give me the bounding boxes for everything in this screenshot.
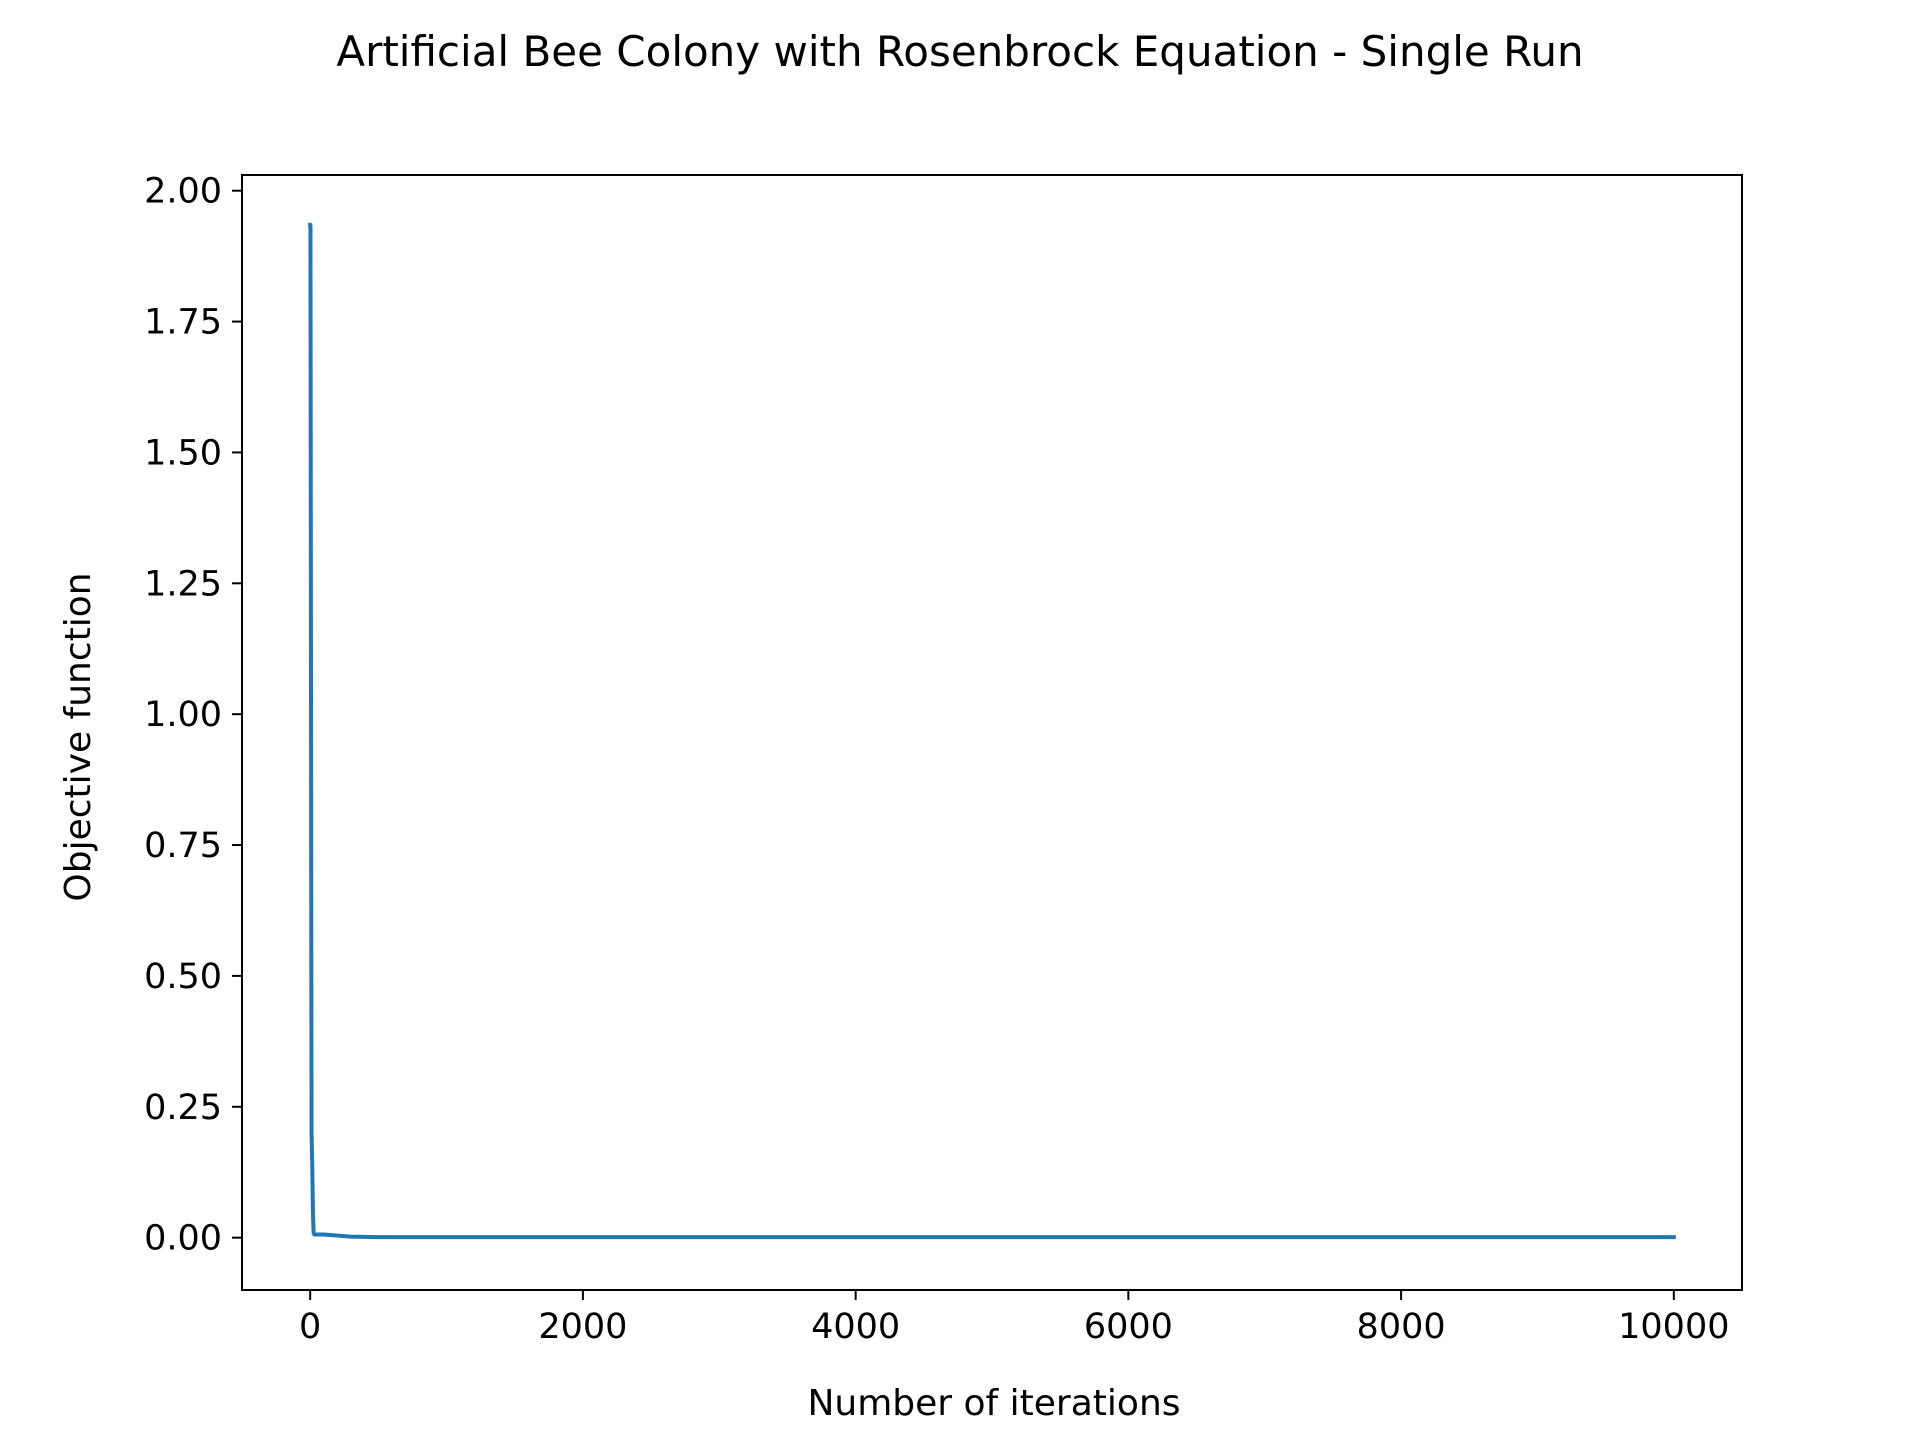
y-tick-label: 1.00 [144,695,222,735]
y-axis: 0.00 0.25 0.50 0.75 1.00 1.25 1.50 1.75 2.00 [144,172,242,1259]
x-tick-label: 0 [299,1307,321,1347]
y-tick-label: 2.00 [144,172,222,212]
x-tick-label: 4000 [811,1307,900,1347]
plot-background [242,175,1742,1290]
y-tick-label: 1.75 [144,303,222,343]
y-tick-label: 0.50 [144,957,222,997]
x-tick-label: 10000 [1618,1307,1729,1347]
plot-frame [241,174,1743,1291]
x-axis: 0 2000 4000 6000 8000 10000 [299,1290,1729,1347]
y-tick-label: 0.00 [144,1219,222,1259]
y-axis-label: Objective function [58,572,99,901]
y-tick-label: 0.75 [144,826,222,866]
x-tick-label: 2000 [538,1307,627,1347]
chart-title: Artificial Bee Colony with Rosenbrock Eq… [336,27,1583,76]
x-tick-label: 8000 [1357,1307,1446,1347]
y-tick-label: 0.25 [144,1088,222,1128]
series-line-0 [308,222,1676,1240]
series-layer [308,222,1676,1240]
y-tick-label: 1.50 [144,433,222,473]
x-axis-label: Number of iterations [807,1383,1180,1424]
y-tick-label: 1.25 [144,564,222,604]
plot-area [241,174,1743,1291]
x-tick-label: 6000 [1084,1307,1173,1347]
